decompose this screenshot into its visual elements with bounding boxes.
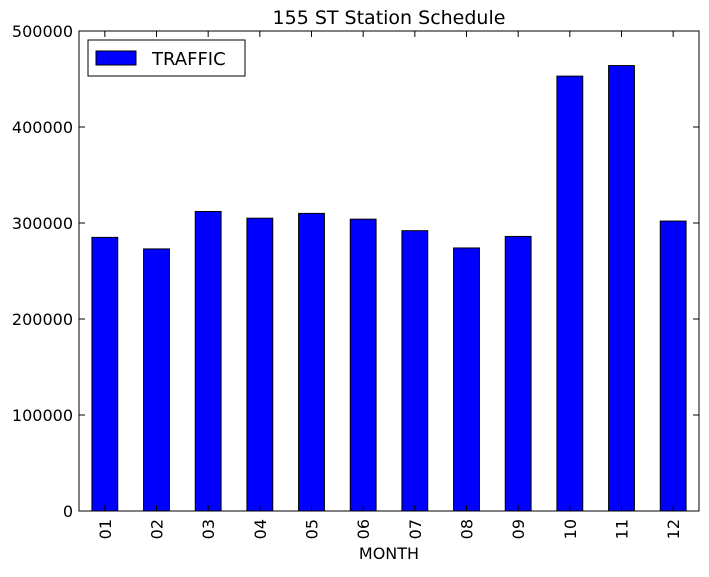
x-tick-label-02: 02 bbox=[148, 519, 167, 539]
bar-12 bbox=[659, 220, 687, 512]
x-tick-label-10: 10 bbox=[561, 519, 580, 539]
x-tick-label-05: 05 bbox=[303, 519, 322, 539]
x-tick-label-12: 12 bbox=[664, 519, 683, 539]
x-tick-label-01: 01 bbox=[96, 519, 115, 539]
y-tick-label-200000: 200000 bbox=[12, 310, 73, 329]
bars-layer bbox=[91, 65, 687, 512]
chart-title: 155 ST Station Schedule bbox=[273, 7, 506, 29]
bar-07 bbox=[401, 230, 429, 512]
legend-label-traffic: TRAFFIC bbox=[151, 49, 226, 70]
bar-05 bbox=[298, 212, 325, 512]
x-tick-label-07: 07 bbox=[406, 519, 425, 539]
y-tick-label-0: 0 bbox=[63, 502, 73, 521]
bar-11 bbox=[608, 65, 635, 512]
x-axis: 01 02 03 04 05 06 07 08 09 10 11 12 bbox=[96, 31, 683, 539]
y-tick-label-100000: 100000 bbox=[12, 406, 73, 425]
bar-03 bbox=[194, 210, 222, 512]
bar-09 bbox=[504, 235, 532, 512]
plot-frame bbox=[78, 30, 700, 512]
bar-06 bbox=[349, 218, 377, 512]
bar-02 bbox=[143, 248, 170, 512]
y-tick-label-400000: 400000 bbox=[12, 118, 73, 137]
x-tick-label-04: 04 bbox=[251, 519, 270, 539]
bar-08 bbox=[453, 247, 480, 512]
y-tick-label-300000: 300000 bbox=[12, 214, 73, 233]
x-tick-label-03: 03 bbox=[199, 519, 218, 539]
bar-10 bbox=[556, 75, 584, 512]
x-tick-label-08: 08 bbox=[458, 519, 477, 539]
y-tick-label-500000: 500000 bbox=[12, 22, 73, 41]
y-axis: 0 100000 200000 300000 400000 500000 bbox=[12, 22, 699, 521]
x-tick-label-09: 09 bbox=[509, 519, 528, 539]
legend-swatch-traffic bbox=[95, 50, 137, 66]
x-tick-label-06: 06 bbox=[354, 519, 373, 539]
bar-01 bbox=[91, 236, 119, 512]
x-tick-label-11: 11 bbox=[613, 519, 632, 539]
bar-04 bbox=[246, 217, 274, 512]
legend: TRAFFIC bbox=[87, 39, 246, 77]
x-axis-label: MONTH bbox=[359, 544, 419, 563]
